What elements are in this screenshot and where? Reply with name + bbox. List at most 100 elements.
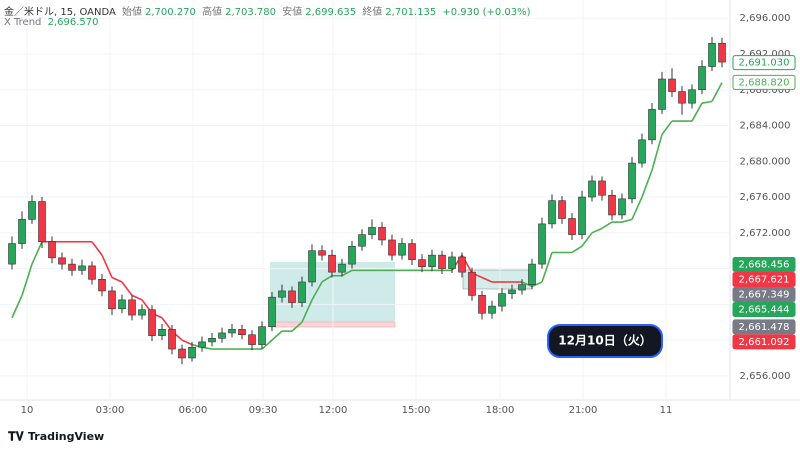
candle-body	[368, 227, 376, 235]
x-tick-label: 15:00	[402, 405, 431, 416]
candle-body	[118, 299, 126, 310]
candle-body	[648, 109, 656, 141]
candle-body	[548, 200, 556, 225]
candle-body	[448, 256, 456, 269]
candle-body	[158, 329, 166, 336]
trend-segment	[301, 299, 313, 323]
ohlc-value: 2,701.135	[385, 7, 437, 18]
y-tick-label: 2,676.000	[740, 192, 791, 203]
candle-body	[358, 234, 366, 247]
candle-body	[138, 309, 146, 316]
candle-body	[678, 91, 686, 104]
price-tag	[732, 256, 796, 272]
candle-body	[408, 243, 416, 260]
trend-segment	[581, 232, 593, 247]
trend-segment	[481, 276, 493, 283]
ohlc-value: 2,700.270	[145, 7, 196, 18]
candle-body	[58, 257, 66, 265]
price-tag-label: 2,668.456	[739, 259, 790, 270]
candle-body	[248, 334, 256, 345]
x-tick-label: 18:00	[486, 405, 515, 416]
y-tick-label: 2,684.000	[740, 121, 791, 132]
y-tick-label: 2,688.000	[740, 85, 791, 96]
candle-body	[688, 89, 696, 104]
brand-name: TradingView	[28, 430, 104, 443]
candle-body	[498, 293, 506, 307]
candle-body	[698, 66, 706, 91]
candle-body	[598, 180, 606, 196]
candle-body	[38, 201, 46, 243]
trend-segment	[21, 263, 33, 296]
ohlc-value: 2,703.780	[225, 7, 277, 18]
candle-body	[78, 265, 86, 271]
price-tag-label: 2,661.478	[739, 322, 790, 333]
candle-body	[8, 243, 16, 265]
x-tick-label: 21:00	[569, 405, 598, 416]
date-bubble: 12月10日（火）	[547, 324, 663, 358]
trend-segment	[691, 102, 703, 122]
candle-body	[378, 227, 386, 241]
candle-body	[468, 271, 476, 296]
candle-body	[188, 346, 196, 359]
candle-body	[528, 263, 536, 285]
candle-body	[718, 42, 726, 63]
candle-body	[178, 348, 186, 359]
candle-body	[268, 296, 276, 327]
trend-segment	[651, 134, 663, 171]
price-tag-label: 2,665.444	[739, 304, 790, 315]
trend-segment	[591, 227, 603, 234]
price-tag	[732, 334, 796, 350]
trend-segment	[91, 241, 103, 256]
candle-body	[568, 218, 576, 235]
candle-body	[98, 279, 106, 292]
candle-body	[338, 263, 346, 273]
price-tag-label: 2,667.349	[739, 289, 790, 300]
candle-body	[18, 219, 26, 244]
y-tick-label: 2,672.000	[740, 228, 791, 239]
trend-segment	[601, 221, 613, 230]
trend-segment	[711, 82, 723, 102]
candle-body	[388, 239, 396, 256]
candle-body	[418, 259, 426, 268]
candle-body	[638, 139, 646, 164]
candle-body	[328, 254, 336, 273]
indicator-row: X Trend 2,696.570	[4, 17, 102, 28]
brand-logo: 𝐓𝐕	[8, 430, 25, 444]
candle-body	[628, 162, 636, 200]
candle-body	[278, 290, 286, 298]
price-tag	[732, 286, 796, 302]
ohlc-value: 2,699.635	[305, 7, 357, 18]
price-tag-label: 2,667.621	[739, 274, 790, 285]
series: 2,656.0002,660.0002,664.0002,668.0002,67…	[0, 0, 790, 416]
candle-body	[438, 254, 446, 269]
candle-body	[508, 289, 516, 294]
candle-body	[88, 265, 96, 280]
price-tags: 2,691.030 2,688.820 2,668.456 2,667.621 2,66…	[732, 55, 796, 350]
ohlc-label: 終値	[362, 7, 383, 18]
candle-body	[68, 263, 76, 271]
ohlc-label: 高値	[202, 7, 223, 18]
y-tick-label: 2,680.000	[740, 156, 791, 167]
trend-segment	[621, 218, 633, 223]
legend-row: 金／米ドル, 15, OANDA 始値 2,700.270 高値 2,703.780…	[4, 3, 534, 18]
candle-body	[298, 281, 306, 303]
x-tick-label: 06:00	[179, 405, 208, 416]
trend-segment	[531, 281, 543, 288]
candle-body	[218, 332, 226, 339]
candle-body	[168, 329, 176, 350]
candle-body	[398, 243, 406, 256]
price-tag	[732, 74, 796, 90]
candle-body	[228, 329, 236, 334]
candle-body	[208, 338, 216, 343]
indicator-value: 2,696.570	[47, 17, 99, 28]
trend-segment	[641, 169, 653, 198]
candle-body	[348, 245, 356, 265]
candle-body	[258, 326, 266, 345]
price-tag-label: 2,691.030	[739, 58, 790, 69]
candle-body	[28, 201, 36, 220]
brand: 𝐓𝐕 TradingView	[8, 430, 104, 444]
indicator-name: X Trend	[4, 17, 42, 28]
candle-body	[558, 200, 566, 219]
candle-body	[668, 78, 676, 92]
